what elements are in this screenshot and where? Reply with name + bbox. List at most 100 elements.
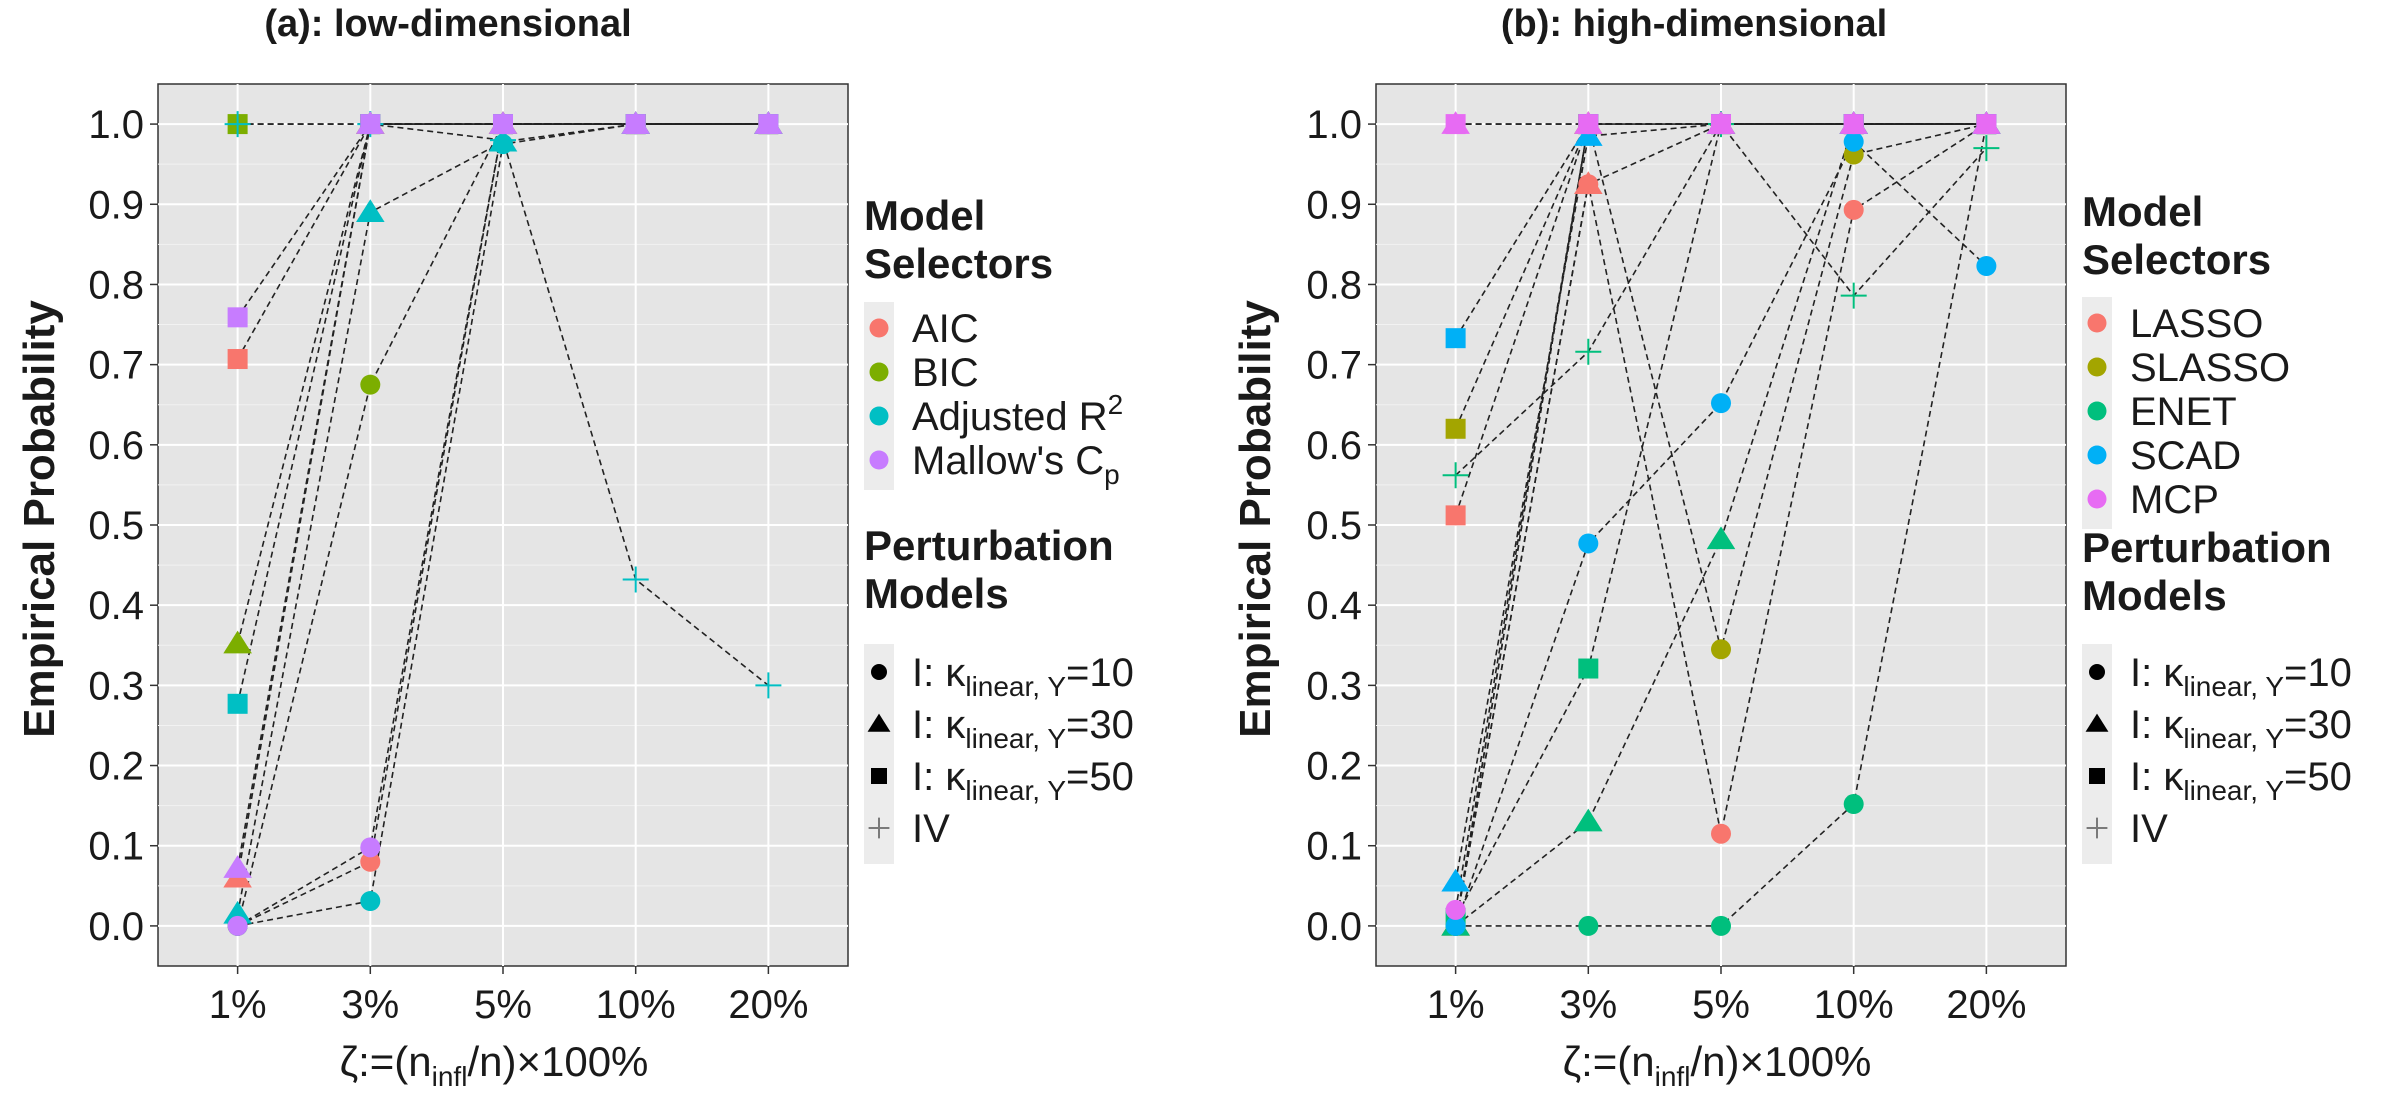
data-point-triangle (223, 900, 252, 924)
x-axis-label-sub: infl (432, 1061, 468, 1092)
data-points (1441, 111, 2001, 936)
legend-swatch (2087, 357, 2107, 377)
data-point-plus (224, 111, 251, 138)
legend-swatch (2087, 445, 2107, 465)
legend-label: I: κlinear, Y=10 (2130, 651, 2352, 702)
legend-label: ENET (2130, 390, 2237, 434)
data-point-circle (1578, 915, 1599, 936)
legend-title: Selectors (864, 240, 1053, 287)
x-tick-label: 10% (596, 983, 676, 1027)
x-tick-label: 1% (209, 983, 267, 1027)
legend-label: IV (912, 807, 950, 851)
data-point-square (1445, 114, 1466, 135)
y-tick-label: 1.0 (88, 103, 144, 147)
legend-shape-swatch (871, 768, 887, 784)
y-tick-label: 0.6 (1306, 424, 1362, 468)
x-tick-label: 20% (1946, 983, 2026, 1027)
legend-label: MCP (2130, 478, 2219, 522)
x-tick-label: 3% (341, 983, 399, 1027)
data-point-circle (1711, 639, 1731, 660)
y-ticks: 0.0 0.1 0.2 0.3 0.4 0.5 0.6 0.7 0.8 0.9 1.0 (88, 103, 158, 949)
legend-label: I: κlinear, Y=10 (912, 651, 1134, 702)
data-point-plus (622, 566, 649, 593)
y-tick-label: 0.0 (88, 905, 144, 949)
x-tick-label: 1% (1427, 983, 1485, 1027)
data-point-circle (1843, 131, 1864, 152)
legend-shape-swatch (2086, 817, 2108, 839)
data-point-circle (360, 374, 381, 395)
y-tick-label: 0.4 (88, 584, 144, 628)
panel-title: (a): low-dimensional (264, 3, 631, 45)
legend-label: SCAD (2130, 434, 2241, 478)
series-line (1454, 140, 1987, 927)
data-point-square (493, 114, 513, 135)
y-tick-label: 0.2 (1306, 745, 1362, 789)
data-point-circle (1578, 533, 1599, 554)
y-tick-label: 0.0 (1306, 905, 1362, 949)
y-axis-label: Empirical Probability (1231, 300, 1280, 738)
data-point-circle (360, 891, 381, 912)
legend-shape-swatch (2085, 713, 2109, 732)
series-line (237, 123, 769, 686)
data-point-circle (1976, 256, 1997, 277)
panel-low-dimensional: (a): low-dimensional Empirical Probabili… (15, 3, 1134, 1092)
x-tick-label: 10% (1814, 983, 1894, 1027)
legend-swatch (2087, 401, 2107, 421)
y-tick-label: 1.0 (1306, 103, 1362, 147)
data-point-circle (1445, 899, 1466, 920)
legend-swatch (2087, 313, 2107, 333)
data-point-plus (1973, 135, 2000, 162)
y-tick-label: 0.9 (1306, 183, 1362, 227)
series-line (1454, 123, 1987, 927)
data-point-square (1445, 418, 1466, 439)
x-axis-label-main: ζ:=(n (340, 1038, 432, 1085)
legend-label: Mallow's Cp (912, 439, 1120, 490)
y-tick-label: 0.3 (88, 664, 144, 708)
x-axis-label-main: ζ:=(n (1563, 1038, 1655, 1085)
series-line (236, 123, 769, 927)
data-point-triangle (1441, 868, 1470, 892)
series-line (237, 123, 769, 927)
legend-label: BIC (912, 351, 979, 395)
data-point-triangle (223, 630, 252, 654)
data-point-square (227, 307, 248, 328)
x-ticks: 1% 3% 5% 10% 20% (1427, 966, 2026, 1027)
data-point-square (1976, 114, 1997, 135)
x-tick-label: 5% (474, 983, 532, 1027)
x-tick-label: 3% (1559, 983, 1617, 1027)
x-tick-label: 5% (1692, 983, 1750, 1027)
legend-label: IV (2130, 807, 2168, 851)
legend-title: Models (864, 570, 1009, 617)
legend-shape-swatch (871, 664, 887, 680)
legend-shape-swatch (868, 817, 890, 839)
panel-high-dimensional: (b): high-dimensional Empirical Probabil… (1231, 3, 2352, 1092)
data-point-circle (360, 837, 381, 858)
data-point-square (625, 114, 646, 135)
data-point-plus (1575, 338, 1602, 365)
x-ticks: 1% 3% 5% 10% 20% (209, 966, 808, 1027)
y-tick-label: 0.4 (1306, 584, 1362, 628)
data-point-plus (1442, 462, 1469, 489)
legend-title: Model (864, 192, 985, 239)
y-tick-label: 0.1 (1306, 825, 1362, 869)
legend-title: Models (2082, 572, 2227, 619)
data-point-circle (1711, 823, 1731, 844)
data-point-square (1578, 658, 1599, 679)
data-point-triangle (356, 199, 385, 223)
legend-label: LASSO (2130, 302, 2263, 346)
data-point-triangle (223, 855, 252, 878)
series-line (236, 123, 769, 318)
data-point-triangle (1574, 171, 1603, 194)
panel-title: (b): high-dimensional (1501, 3, 1887, 45)
data-point-triangle (1574, 123, 1603, 146)
legend-label: AIC (912, 307, 979, 351)
x-tick-label: 20% (728, 983, 808, 1027)
data-point-plus (755, 672, 782, 699)
data-point-square (1445, 505, 1466, 526)
x-axis-label-rest: /n)×100% (467, 1038, 648, 1085)
y-tick-label: 0.1 (88, 825, 144, 869)
legend-label: SLASSO (2130, 346, 2290, 390)
data-point-square (1578, 114, 1599, 135)
